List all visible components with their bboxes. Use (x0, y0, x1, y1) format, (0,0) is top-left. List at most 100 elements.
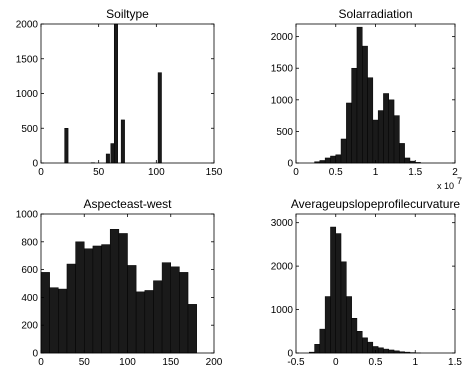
chart-4-x-tick-label: 0 (333, 357, 339, 368)
chart-3-y-tick-label: 1000 (16, 210, 39, 221)
chart-2-bar (367, 77, 374, 164)
chart-2-bar (404, 157, 411, 164)
chart-1-x-tick-label: 50 (93, 167, 105, 178)
chart-2-bar (377, 110, 384, 164)
chart-1-x-tick-label: 100 (148, 167, 165, 178)
chart-1-y-tick-label: 0 (32, 159, 38, 170)
chart-2-bar (356, 26, 363, 164)
chart-3-bar (84, 248, 94, 354)
chart-2-title: Solarradiation (338, 7, 412, 21)
chart-3-bar (135, 291, 146, 354)
chart-3-y-tick-label: 400 (21, 293, 38, 304)
chart-3-bar (92, 245, 102, 354)
chart-3-x-tick-label: 0 (38, 357, 44, 368)
chart-3-y-tick-label: 0 (32, 349, 38, 360)
chart-1-title: Soiltype (106, 7, 149, 21)
chart-2-bar (330, 155, 337, 164)
chart-1-y-tick-label: 2000 (16, 20, 39, 31)
chart-1-y-tick-label: 1500 (16, 54, 39, 65)
chart-3-bar (161, 262, 172, 354)
chart-4-bar (346, 296, 352, 354)
chart-4-bar (351, 318, 358, 354)
chart-4-bar (367, 341, 374, 354)
chart-3-bar (58, 288, 68, 354)
chart-1-bar (120, 119, 125, 164)
chart-3-y-tick-label: 600 (21, 265, 38, 276)
chart-2-y-tick-label: 0 (287, 159, 293, 170)
chart-1-y-tick-label: 1000 (16, 89, 39, 100)
chart-3-bar (101, 244, 111, 354)
chart-3-bar (109, 229, 120, 354)
chart-3-bar (127, 265, 137, 354)
chart-2-x-multiplier-exponent: 7 (457, 176, 462, 186)
chart-2-bar (393, 115, 400, 164)
chart-3-bar (49, 287, 59, 354)
chart-4-x-tick-label: -0.5 (287, 357, 305, 368)
chart-4-y-tick-label: 0 (287, 349, 293, 360)
chart-2-y-tick-label: 1500 (271, 64, 294, 75)
chart-1-y-tick-label: 500 (21, 124, 38, 135)
chart-4-bar (319, 328, 326, 354)
chart-1-bar (157, 72, 162, 164)
chart-3-bar (153, 280, 163, 354)
chart-4-y-tick-label: 3000 (271, 218, 294, 229)
chart-4-bar (356, 331, 363, 354)
chart-3-bar (75, 241, 85, 354)
chart-4-x-tick-label: 0.5 (369, 357, 383, 368)
chart-3-bar (179, 272, 189, 354)
chart-3-title: Aspecteast-west (83, 197, 172, 211)
chart-4-x-tick-label: 1 (412, 357, 418, 368)
chart-3-bar (144, 290, 154, 354)
chart-2-x-multiplier: x 10 (437, 181, 454, 191)
chart-4-bar (335, 233, 342, 354)
chart-3-x-tick-label: 150 (162, 357, 179, 368)
chart-4-bar (388, 349, 395, 354)
chart-2-x-tick-label: 2 (452, 167, 458, 178)
chart-1-bar (64, 128, 69, 164)
chart-3-bar (118, 233, 128, 354)
chart-3-bar (66, 263, 76, 354)
chart-4-y-tick-label: 2000 (271, 262, 294, 273)
chart-2-bar (362, 45, 368, 164)
chart-2-bar (383, 93, 389, 164)
chart-3-x-tick-label: 50 (79, 357, 91, 368)
chart-2-bar (399, 143, 405, 164)
chart-4-bar (324, 296, 331, 354)
chart-4-bar (340, 261, 347, 354)
chart-3-bar (170, 266, 180, 354)
chart-3-y-tick-label: 200 (21, 321, 38, 332)
chart-2-x-tick-label: 0 (293, 167, 299, 178)
chart-4-title: Averageupslopeprofilecurvature (291, 197, 461, 211)
chart-4-y-tick-label: 1000 (271, 305, 294, 316)
chart-4-bar (377, 347, 384, 354)
chart-1-bar (105, 153, 110, 164)
chart-3-bar (187, 304, 197, 354)
chart-2-bar (324, 157, 331, 164)
chart-3-x-tick-label: 200 (206, 357, 223, 368)
chart-4-bar (330, 226, 337, 354)
chart-4-x-tick-label: 1.5 (448, 357, 462, 368)
chart-2-bar (335, 154, 342, 164)
chart-2-bar (351, 67, 358, 164)
chart-2-x-tick-label: 1.5 (408, 167, 422, 178)
chart-3-x-tick-label: 100 (119, 357, 136, 368)
chart-2-bar (372, 119, 379, 164)
chart-4-bar (314, 344, 321, 354)
chart-2-bar (346, 102, 352, 164)
chart-2-x-tick-label: 1 (373, 167, 379, 178)
chart-1-bar (110, 143, 115, 164)
chart-3-bar (40, 272, 50, 354)
chart-4-bar (383, 348, 389, 354)
chart-1-bar (113, 23, 118, 164)
chart-2-y-tick-label: 500 (276, 127, 293, 138)
chart-2-y-tick-label: 2000 (271, 32, 294, 43)
chart-1-x-tick-label: 0 (38, 167, 44, 178)
chart-2-x-tick-label: 0.5 (329, 167, 343, 178)
chart-2-bar (388, 99, 395, 164)
chart-4-bar (362, 337, 368, 354)
chart-3-y-tick-label: 800 (21, 237, 38, 248)
chart-1-x-tick-label: 150 (206, 167, 223, 178)
chart-2-y-tick-label: 1000 (271, 95, 294, 106)
chart-2-bar (340, 138, 347, 164)
